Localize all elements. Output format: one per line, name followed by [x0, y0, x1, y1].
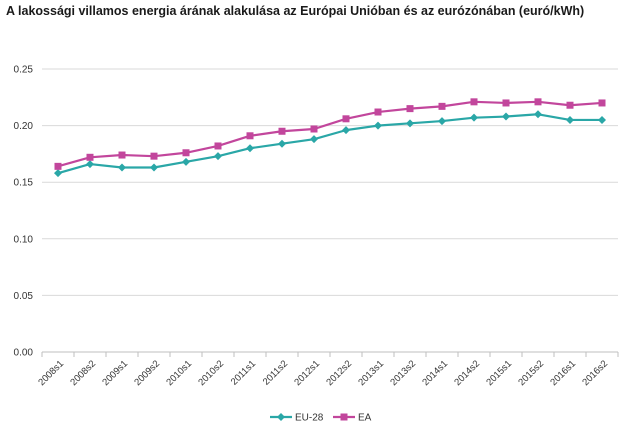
x-tick-label: 2015s1 — [484, 358, 514, 388]
legend-marker — [277, 413, 285, 421]
data-point — [182, 149, 190, 157]
data-point — [438, 102, 446, 110]
data-point — [470, 98, 478, 106]
data-point — [598, 115, 606, 124]
series-line-ea — [57, 100, 603, 168]
x-tick-label: 2010s2 — [196, 358, 226, 388]
data-point — [118, 151, 126, 159]
data-point — [150, 152, 158, 160]
x-tick-label: 2008s1 — [36, 358, 66, 388]
chart-title: A lakossági villamos energia árának alak… — [6, 4, 585, 18]
x-tick-label: 2009s2 — [132, 358, 162, 388]
legend-label: EU-28 — [295, 413, 324, 424]
x-tick-label: 2016s1 — [548, 358, 578, 388]
data-point — [534, 98, 542, 106]
data-point — [502, 112, 510, 121]
data-point — [54, 162, 62, 170]
x-tick-label: 2011s1 — [229, 358, 258, 387]
data-point — [470, 113, 478, 122]
data-point — [278, 139, 286, 148]
legend-label: EA — [358, 413, 372, 424]
data-point — [214, 152, 222, 161]
data-point — [182, 157, 190, 166]
legend-marker — [340, 413, 348, 421]
data-point — [342, 115, 350, 123]
x-tick-label: 2012s1 — [292, 358, 322, 388]
y-tick-label: 0.20 — [14, 121, 34, 132]
data-point — [214, 142, 222, 150]
data-point — [566, 101, 574, 109]
data-point — [598, 99, 606, 107]
data-point — [278, 127, 286, 135]
data-point — [310, 125, 318, 133]
y-tick-label: 0.10 — [14, 234, 34, 245]
data-point — [534, 110, 542, 119]
data-point — [566, 115, 574, 124]
data-point — [86, 160, 94, 169]
data-point — [310, 135, 318, 144]
data-point — [438, 117, 446, 126]
data-point — [502, 99, 510, 107]
y-tick-label: 0.00 — [14, 348, 34, 359]
x-tick-label: 2012s2 — [324, 358, 354, 388]
x-tick-label: 2013s1 — [356, 358, 386, 388]
data-point — [150, 163, 158, 172]
data-point — [118, 163, 126, 172]
x-tick-label: 2016s2 — [580, 358, 610, 388]
data-point — [374, 121, 382, 130]
x-tick-label: 2015s2 — [516, 358, 546, 388]
data-point — [342, 126, 350, 135]
y-tick-label: 0.05 — [14, 291, 34, 302]
y-tick-label: 0.25 — [14, 65, 34, 76]
series-line-eu-28 — [57, 113, 602, 175]
data-point — [54, 169, 62, 178]
x-tick-label: 2011s2 — [261, 358, 290, 387]
x-tick-label: 2014s2 — [452, 358, 482, 388]
data-point — [246, 144, 254, 153]
x-tick-label: 2013s2 — [388, 358, 418, 388]
x-tick-label: 2014s1 — [420, 358, 450, 388]
data-point — [246, 132, 254, 140]
x-tick-label: 2008s2 — [68, 358, 98, 388]
data-point — [406, 105, 414, 113]
x-tick-label: 2009s1 — [100, 358, 130, 388]
data-point — [406, 119, 414, 128]
x-tick-label: 2010s1 — [164, 358, 194, 388]
data-point — [374, 108, 382, 116]
data-point — [86, 153, 94, 161]
y-tick-label: 0.15 — [14, 178, 34, 189]
